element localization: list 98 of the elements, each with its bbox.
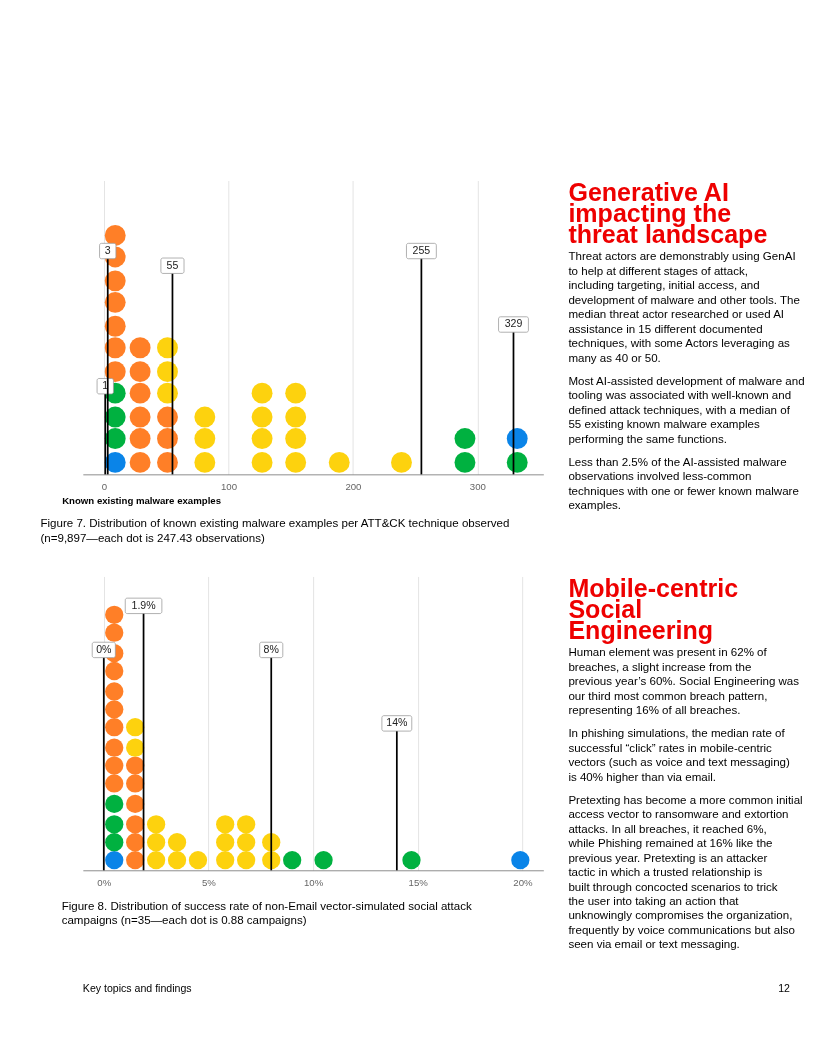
- point: [454, 428, 476, 449]
- point: [391, 451, 412, 473]
- point: [236, 850, 256, 870]
- point: [454, 451, 476, 473]
- ref-line-label: 8%: [263, 642, 280, 655]
- x-tick-label: 15%: [408, 877, 429, 889]
- point: [105, 718, 124, 737]
- point: [285, 406, 307, 428]
- point: [126, 774, 145, 793]
- point: [251, 382, 273, 404]
- point: [216, 815, 235, 834]
- text: Figure 8. Distribution of success rate of non-Email vector-simulated social attack campaigns (n=35—each dot is 0.88 campaigns): [61, 899, 472, 927]
- point: [511, 850, 530, 870]
- x-tick-label: 200: [345, 481, 362, 493]
- point: [194, 428, 216, 449]
- ref-line-label: 14%: [386, 716, 409, 729]
- ref-line-label: 1.9%: [131, 598, 157, 611]
- point: [251, 428, 273, 449]
- ref-line-label: 329: [504, 317, 523, 330]
- point: [105, 623, 124, 642]
- point: [126, 815, 145, 834]
- point: [157, 337, 178, 359]
- point: [236, 833, 256, 852]
- ref-line-label: 1: [102, 379, 109, 392]
- point: [129, 406, 151, 428]
- point: [129, 382, 151, 404]
- x-tick-label: 100: [220, 481, 237, 493]
- text: Threat actors are demonstrably using GenAI to help at different stages of attack, including targeting, initial access, and development of malware and other tools. The median threat actor researched or used AI assistance in 15 different documented techniques, with some Actors leveraging as many as 40 or 50.: [568, 250, 800, 364]
- point: [157, 428, 178, 449]
- point: [285, 382, 307, 404]
- point: [126, 738, 145, 757]
- point: [105, 605, 124, 624]
- point: [104, 225, 126, 246]
- point: [105, 833, 124, 852]
- text: Figure 7. Distribution of known existing malware examples per ATT&CK technique observed (n=9,897—each dot is 247.43 observations): [40, 517, 510, 544]
- point: [146, 815, 166, 834]
- point: [129, 337, 151, 359]
- ref-line-label: 55: [166, 258, 179, 271]
- ref-line-label: 3: [104, 243, 111, 256]
- text: Most AI-assisted development of malware and tooling was associated with well-known and defined attack techniques, with a median of 55 existing known malware examples performing the same functions.: [568, 374, 805, 445]
- point: [167, 833, 187, 852]
- x-tick-label: 20%: [513, 877, 533, 889]
- x-tick-label: 300: [469, 481, 486, 493]
- text: 12: [778, 981, 791, 994]
- point: [506, 428, 528, 449]
- point: [506, 451, 528, 473]
- point: [216, 850, 235, 870]
- point: [194, 451, 216, 473]
- point: [157, 382, 178, 404]
- point: [146, 833, 166, 852]
- point: [105, 682, 124, 701]
- point: [283, 850, 302, 870]
- point: [402, 850, 421, 870]
- point: [167, 850, 187, 870]
- text: Key topics and findings: [82, 981, 192, 994]
- point: [126, 833, 145, 852]
- point: [157, 451, 178, 473]
- point: [105, 700, 124, 719]
- point: [105, 774, 124, 793]
- ref-line-label: 0%: [96, 642, 113, 655]
- point: [328, 451, 350, 473]
- point: [285, 428, 307, 449]
- point: [157, 406, 178, 428]
- point: [105, 794, 124, 813]
- point: [126, 756, 145, 775]
- point: [126, 794, 145, 813]
- point: [236, 815, 256, 834]
- text: Less than 2.5% of the AI-assisted malware observations involved less-common techniques with one or fewer known malware examples.: [568, 455, 799, 512]
- text: Mobile-centric Social Engineering: [568, 573, 739, 645]
- point: [251, 406, 273, 428]
- x-tick-label: 0: [101, 481, 108, 493]
- x-axis-title: Known existing malware examples: [62, 494, 222, 506]
- x-tick-label: 10%: [303, 877, 324, 889]
- point: [105, 850, 124, 870]
- text: Pretexting has become a more common initial access vector to ransomware and extortion attacks. In all breaches, it reached 6%, while Phishing remained at 16% like the previous year. Pretexting is an attacker tactic in which a trusted relationship is built through concocted scenarios to trick the user into taking an action that unknowingly compromises the organization, frequently by voice communications but also seen via email or text messaging.: [568, 793, 803, 951]
- point: [216, 833, 235, 852]
- x-tick-label: 5%: [201, 877, 217, 889]
- text: In phishing simulations, the median rate of successful “click” rates in mobile-centric vectors (such as voice and text messaging) is 40% higher than via email.: [568, 727, 790, 783]
- point: [126, 850, 145, 870]
- point: [188, 850, 208, 870]
- point: [105, 815, 124, 834]
- point: [129, 451, 151, 473]
- point: [251, 451, 273, 473]
- point: [129, 428, 151, 449]
- point: [105, 756, 124, 775]
- point: [194, 406, 216, 428]
- text: Generative AI impacting the threat landscape: [568, 177, 768, 249]
- x-tick-label: 0%: [97, 877, 112, 889]
- point: [105, 738, 124, 757]
- point: [157, 361, 178, 383]
- point: [146, 850, 166, 870]
- point: [126, 718, 145, 737]
- point: [314, 850, 333, 870]
- point: [105, 661, 124, 681]
- ref-line-label: 255: [412, 243, 431, 256]
- point: [129, 361, 151, 383]
- point: [285, 451, 307, 473]
- text: Human element was present in 62% of breaches, a slight increase from the previous year’s 60%. Social Engineering was our third most common breach pattern, representing 16% of all breaches.: [568, 646, 800, 717]
